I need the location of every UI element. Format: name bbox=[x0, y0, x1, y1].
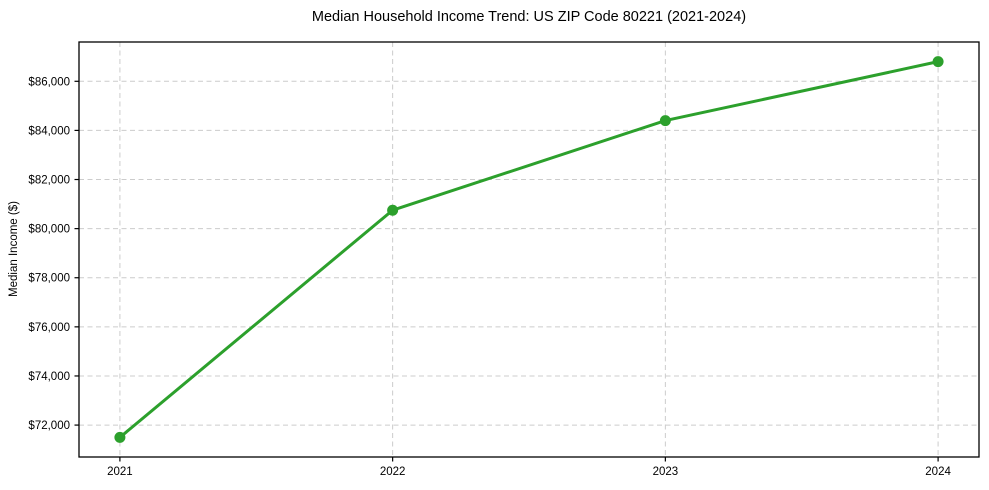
data-points bbox=[114, 56, 944, 443]
x-tick-label: 2024 bbox=[925, 466, 951, 478]
y-tick-label: $78,000 bbox=[28, 273, 70, 285]
data-point-marker bbox=[114, 431, 126, 443]
data-point-marker bbox=[659, 115, 671, 127]
y-tick-label: $80,000 bbox=[28, 224, 70, 236]
y-tick-label: $86,000 bbox=[28, 76, 70, 88]
data-point-marker bbox=[932, 56, 944, 68]
data-line bbox=[118, 60, 940, 439]
x-tick-label: 2021 bbox=[107, 466, 133, 478]
y-tick-label: $82,000 bbox=[28, 175, 70, 187]
y-tick-labels: $72,000 $74,000 $76,000 $78,000 $80,000 $82,0… bbox=[28, 76, 70, 432]
y-tick-label: $84,000 bbox=[28, 125, 70, 137]
y-axis-label: Median Income ($) bbox=[8, 201, 20, 297]
y-tick-label: $76,000 bbox=[28, 322, 70, 334]
data-point-marker bbox=[387, 204, 399, 216]
y-tick-label: $72,000 bbox=[28, 420, 70, 432]
axis-ticks bbox=[74, 80, 939, 462]
x-tick-label: 2022 bbox=[380, 466, 406, 478]
x-tick-label: 2023 bbox=[653, 466, 679, 478]
chart-title: Median Household Income Trend: US ZIP Co… bbox=[312, 9, 746, 25]
y-tick-label: $74,000 bbox=[28, 371, 70, 383]
plot-area-border bbox=[78, 41, 980, 458]
gridlines bbox=[79, 42, 979, 457]
x-tick-labels: 2021 2022 2023 2024 bbox=[107, 466, 951, 478]
